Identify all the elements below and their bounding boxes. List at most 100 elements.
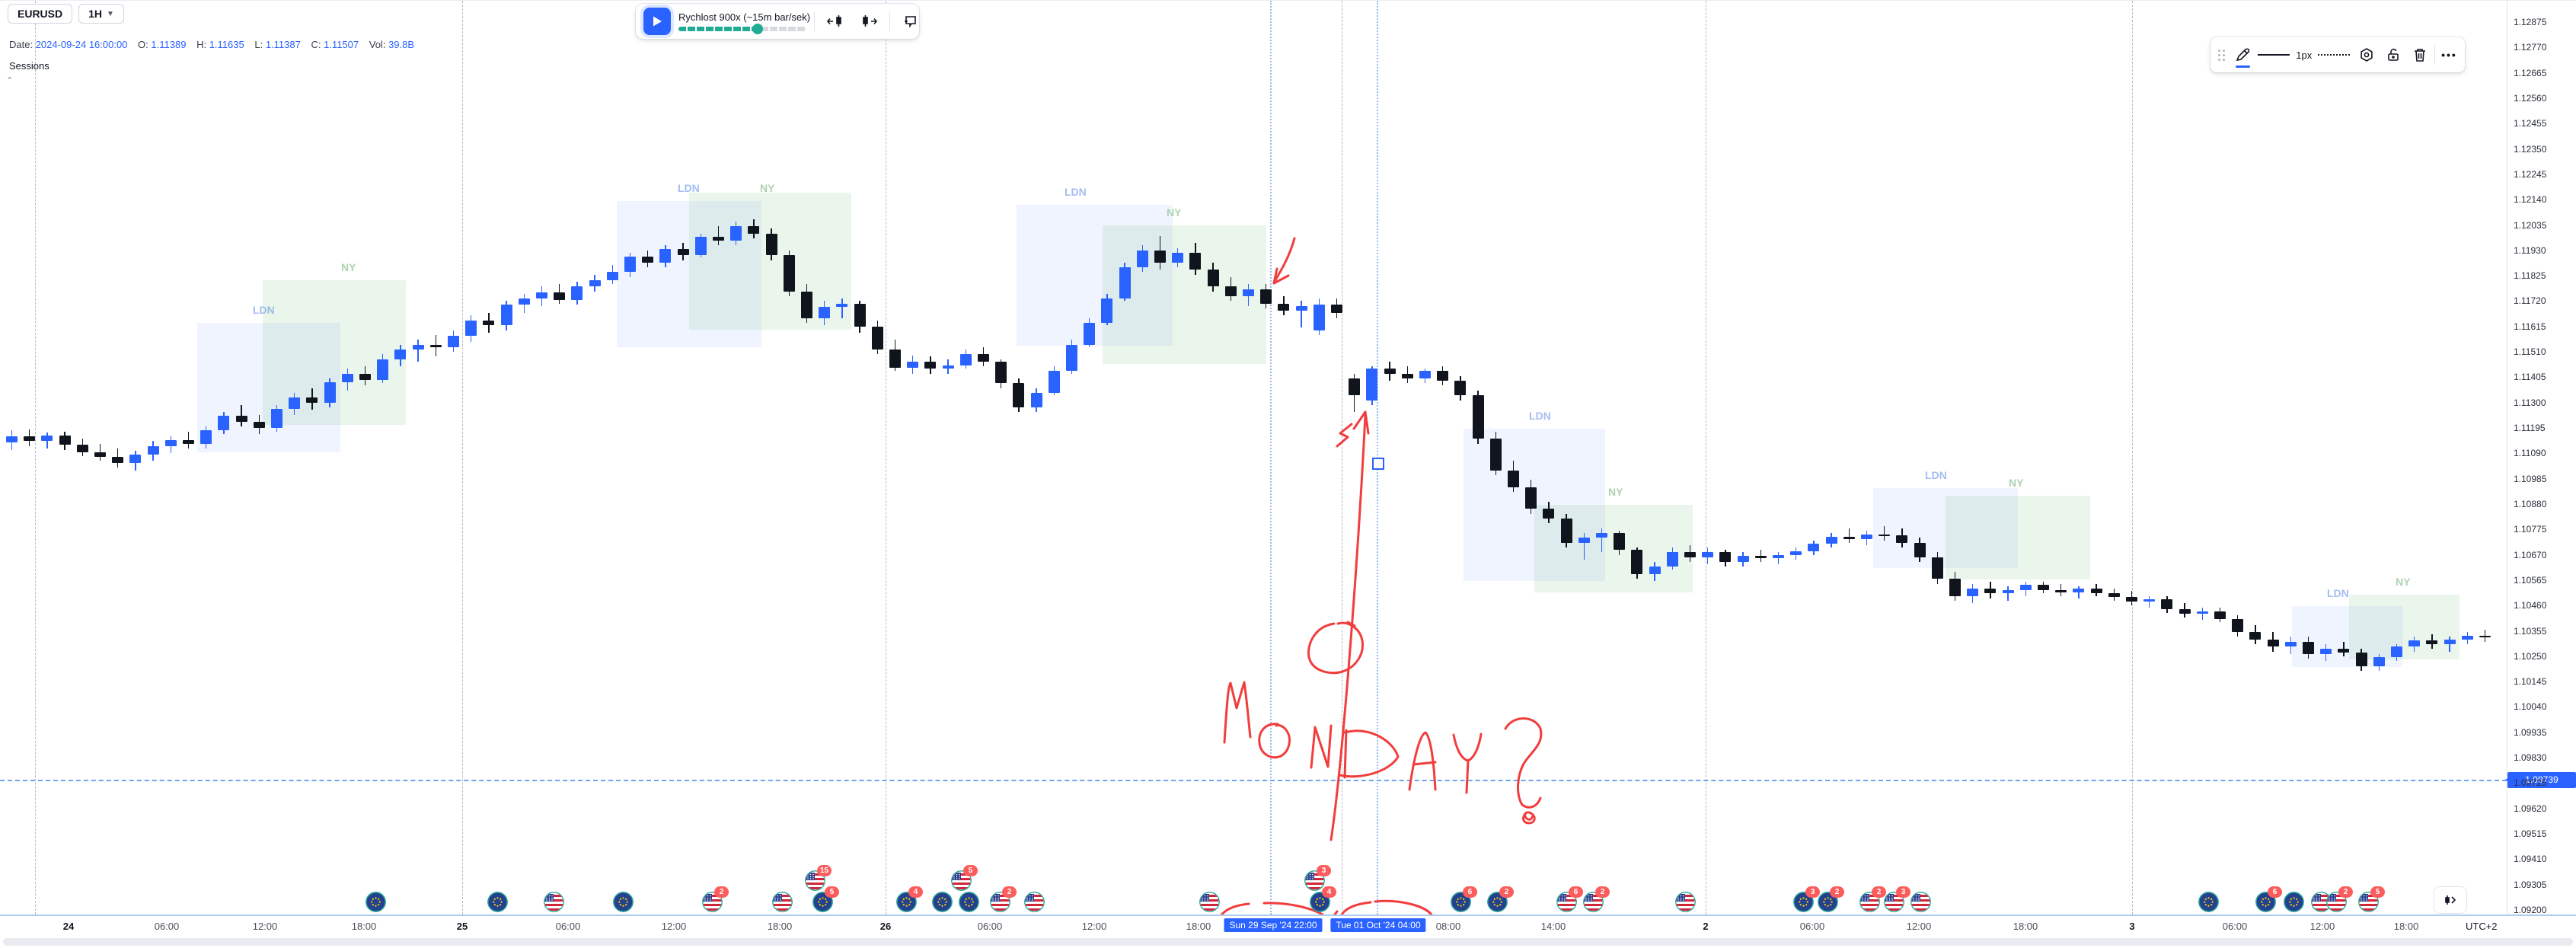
us-event-flag-icon[interactable] xyxy=(772,892,793,912)
price-tick-label: 1.10880 xyxy=(2514,498,2547,509)
us-event-flag-icon[interactable]: 2 xyxy=(2326,886,2353,912)
price-tick-label: 1.10460 xyxy=(2514,600,2547,611)
price-tick-label: 1.10775 xyxy=(2514,524,2547,535)
us-event-flag-icon[interactable]: 6 xyxy=(1556,886,1583,912)
session-box-ldn xyxy=(1873,488,2018,568)
us-event-flag-icon[interactable]: 5 xyxy=(951,865,978,891)
us-event-flag-icon[interactable] xyxy=(1024,892,1045,912)
speed-slider-knob[interactable] xyxy=(752,24,764,34)
horizontal-scrollbar[interactable] xyxy=(3,938,2573,946)
session-label-ny: NY xyxy=(2396,576,2411,588)
step-forward-icon xyxy=(863,15,877,27)
line-style-button[interactable] xyxy=(2316,41,2352,69)
session-label-ldn: LDN xyxy=(1925,469,1947,481)
time-axis[interactable]: UTC+2 24 06:00 12:00 18:00 25 06:00 12:00 18:00… xyxy=(0,914,2576,937)
date-value: 2024-09-24 16:00:00 xyxy=(35,39,128,50)
eu-event-flag-icon[interactable] xyxy=(2284,892,2304,912)
current-price-tag: 1.09739 xyxy=(2505,771,2576,788)
speed-slider[interactable] xyxy=(678,24,806,34)
price-axis[interactable]: 1.09739 1.12875 1.12770 1.12665 1.12560 1.12… xyxy=(2505,1,2576,915)
eu-event-flag-icon[interactable]: 6 xyxy=(1451,886,1477,912)
lock-button[interactable] xyxy=(2381,41,2405,69)
us-event-flag-icon[interactable]: 5 xyxy=(2358,886,2385,912)
time-tick-label: 26 xyxy=(879,921,892,932)
interval-label: 1H xyxy=(88,8,103,20)
eu-event-flag-icon[interactable] xyxy=(959,892,979,912)
time-tick-label: 2 xyxy=(1703,921,1709,932)
eu-event-flag-icon[interactable]: 4 xyxy=(1310,886,1336,912)
symbol-button[interactable]: EURUSD xyxy=(8,4,73,24)
step-forward-button[interactable] xyxy=(856,8,882,34)
open-label: O: xyxy=(138,39,148,50)
interval-button[interactable]: 1H ▼ xyxy=(78,4,124,24)
day-separator-line xyxy=(35,1,36,914)
eu-event-flag-icon[interactable]: 5 xyxy=(812,886,839,912)
play-button[interactable] xyxy=(643,8,671,35)
indicator-name[interactable]: Sessions xyxy=(9,60,49,72)
scroll-to-latest-button[interactable] xyxy=(2434,886,2467,914)
replay-start-marker[interactable] xyxy=(1372,458,1384,470)
event-count-badge: 3 xyxy=(1896,886,1910,898)
eu-event-flag-icon[interactable]: 3 xyxy=(1793,886,1820,912)
price-tick-label: 1.12770 xyxy=(2514,42,2547,53)
scroll-right-icon xyxy=(2445,895,2456,905)
eu-event-flag-icon[interactable] xyxy=(932,892,953,912)
eu-event-flag-icon[interactable] xyxy=(613,892,634,912)
price-tick-label: 1.12665 xyxy=(2514,67,2547,78)
price-tick-label: 1.11300 xyxy=(2514,397,2546,408)
us-event-flag-icon[interactable]: 15 xyxy=(805,865,832,891)
price-tick-label: 1.12350 xyxy=(2514,143,2547,155)
eu-event-flag-icon[interactable] xyxy=(2198,892,2219,912)
event-count-badge: 6 xyxy=(1463,886,1477,898)
event-count-badge: 5 xyxy=(2370,886,2385,898)
session-box-ldn xyxy=(617,201,761,347)
price-tick-label: 1.12140 xyxy=(2514,194,2547,206)
price-tick-label: 1.10145 xyxy=(2514,676,2547,688)
us-event-flag-icon[interactable]: 2 xyxy=(1583,886,1610,912)
price-tick-label: 1.11615 xyxy=(2514,321,2546,332)
eu-event-flag-icon[interactable]: 2 xyxy=(1818,886,1844,912)
step-back-button[interactable] xyxy=(822,8,848,34)
price-tick-label: 1.11195 xyxy=(2514,423,2546,434)
price-tick-label: 1.10985 xyxy=(2514,473,2547,484)
price-tick-label: 1.10250 xyxy=(2514,650,2547,662)
chart-pane[interactable]: LDN NY LDN NY LDN NY LDN NY LDN NY LDN NY xyxy=(0,1,2507,914)
eu-event-flag-icon[interactable]: 4 xyxy=(896,886,923,912)
step-back-icon xyxy=(827,15,841,27)
volume-value: 39.8B xyxy=(388,39,415,50)
price-tick-label: 1.11090 xyxy=(2514,448,2546,459)
settings-button[interactable] xyxy=(2355,41,2379,69)
us-event-flag-icon[interactable]: 3 xyxy=(1884,886,1910,912)
time-tick-label: 06:00 xyxy=(2222,921,2248,932)
time-tick-label: 06:00 xyxy=(154,921,180,932)
eu-event-flag-icon[interactable]: 2 xyxy=(1487,886,1514,912)
eu-event-flag-icon[interactable]: 6 xyxy=(2255,886,2282,912)
jump-to-bar-icon xyxy=(905,16,916,28)
gear-icon xyxy=(2361,48,2373,62)
pencil-tool-button[interactable] xyxy=(2231,41,2255,69)
us-event-flag-icon[interactable] xyxy=(1199,892,1220,912)
event-count-badge: 6 xyxy=(2268,886,2282,898)
drag-handle[interactable] xyxy=(2215,49,2228,61)
collapse-caret-icon[interactable]: ⌃ xyxy=(6,76,14,85)
us-event-flag-icon[interactable] xyxy=(1675,892,1696,912)
jump-to-bar-button[interactable] xyxy=(898,8,924,34)
us-event-flag-icon[interactable]: 2 xyxy=(990,886,1017,912)
event-count-badge: 4 xyxy=(908,886,923,898)
us-event-flag-icon[interactable] xyxy=(1910,892,1931,912)
us-event-flag-icon[interactable]: 3 xyxy=(1304,865,1331,891)
delete-button[interactable] xyxy=(2408,41,2431,69)
us-event-flag-icon[interactable]: 2 xyxy=(702,886,729,912)
eu-event-flag-icon[interactable] xyxy=(365,892,386,912)
us-event-flag-icon[interactable]: 2 xyxy=(1859,886,1886,912)
pencil-icon xyxy=(2236,48,2250,62)
chevron-down-icon: ▼ xyxy=(107,9,114,18)
us-event-flag-icon[interactable] xyxy=(544,892,564,912)
timezone-label[interactable]: UTC+2 xyxy=(2466,921,2498,932)
line-width-button[interactable]: 1px xyxy=(2258,41,2313,69)
trash-icon xyxy=(2414,49,2425,62)
eu-event-flag-icon[interactable] xyxy=(487,892,508,912)
more-options-button[interactable]: ••• xyxy=(2438,41,2460,69)
low-value: 1.11387 xyxy=(265,39,301,50)
time-tick-label: 18:00 xyxy=(1186,921,1211,932)
